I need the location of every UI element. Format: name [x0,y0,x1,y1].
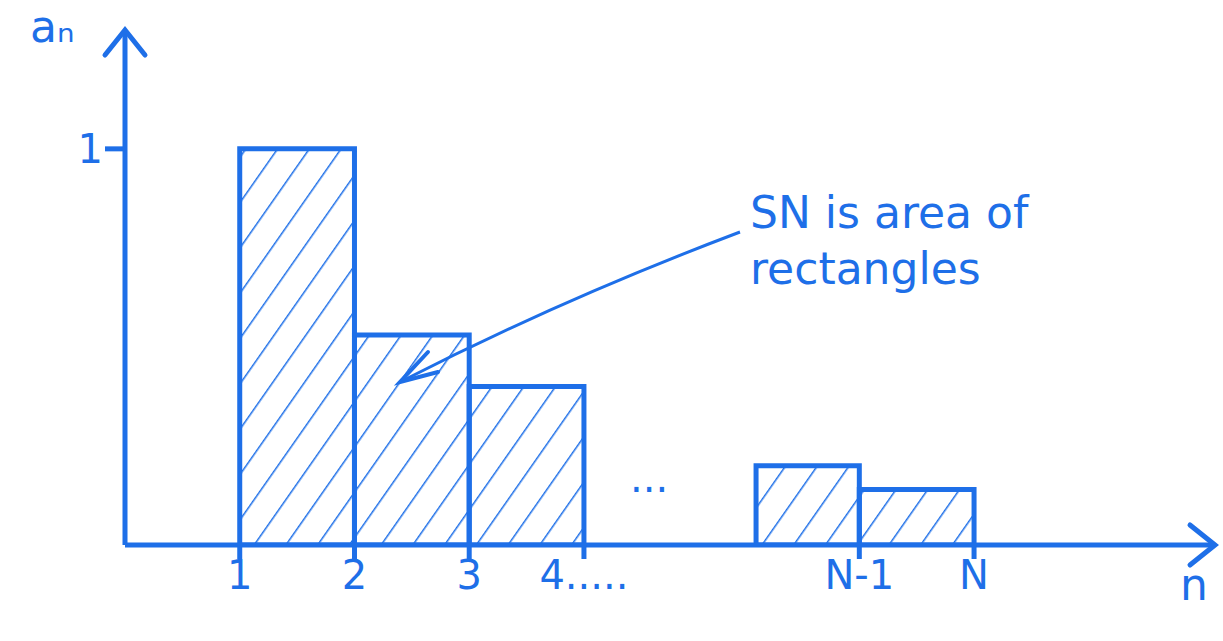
html-text:aₙ: aₙ [30,1,75,52]
svg-text:1: 1 [78,126,103,172]
svg-text:N: N [959,552,989,598]
html-text:n: n [1180,559,1208,610]
svg-text:2: 2 [342,552,367,598]
svg-text:3: 3 [456,552,481,598]
svg-text:N-1: N-1 [824,552,894,598]
html-text:SN is area of rectangles: SN is area of rectangles [750,187,1029,294]
svg-text:1: 1 [227,552,252,598]
svg-text:4.....: 4..... [539,552,628,598]
